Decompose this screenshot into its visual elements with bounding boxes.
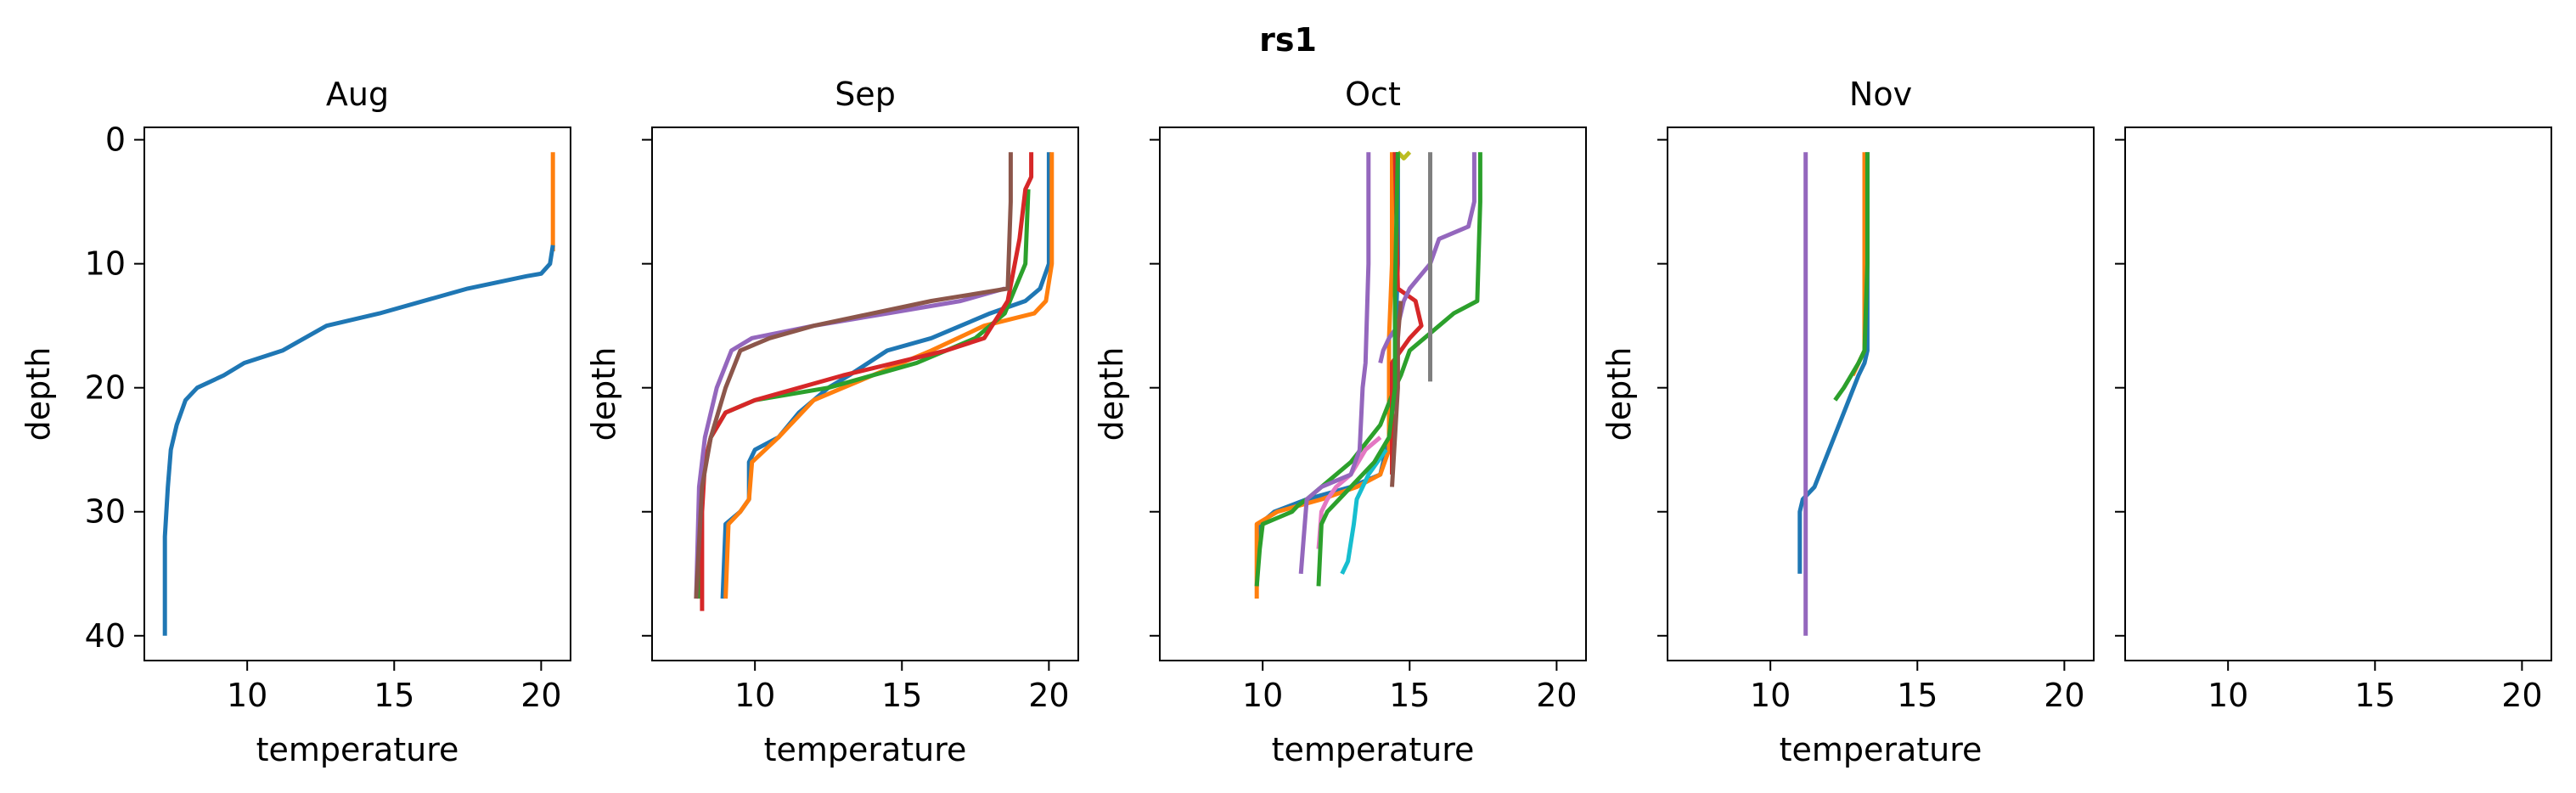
panel-aug: 10 15 20 0 10 20 30 40 Aug temperature depth — [20, 76, 571, 768]
series-line-2 — [723, 152, 1055, 599]
axes-frame — [143, 127, 571, 661]
series-line-6 — [694, 152, 1013, 599]
x-axis-label: temperature — [256, 731, 459, 768]
x-tick-label: 15 — [374, 677, 414, 714]
panel-title: Sep — [835, 76, 896, 113]
series-line-10 — [1340, 448, 1388, 575]
axes-frame — [2124, 127, 2552, 661]
series-line-11 — [1316, 152, 1400, 587]
panel-empty: 10 15 20 — [2115, 127, 2552, 714]
x-tick-label: 15 — [881, 677, 922, 714]
y-tick-label: 20 — [85, 369, 126, 407]
x-tick-label: 10 — [2208, 677, 2248, 714]
x-axis-label: temperature — [764, 731, 967, 768]
series-line-4 — [700, 152, 1034, 611]
axes-frame — [1159, 127, 1587, 661]
y-tick-label: 10 — [85, 245, 126, 283]
series-line-7 — [1316, 436, 1382, 549]
x-axis-label: temperature — [1780, 731, 1983, 768]
panel-title: Nov — [1849, 76, 1912, 113]
series-group — [694, 152, 1055, 611]
x-tick-label: 20 — [1536, 677, 1577, 714]
y-axis-label: depth — [1093, 347, 1130, 441]
x-tick-label: 10 — [1242, 677, 1283, 714]
series-group — [162, 152, 555, 636]
series-line-3 — [696, 188, 1031, 599]
x-tick-label: 10 — [227, 677, 267, 714]
x-axis-label: temperature — [1272, 731, 1475, 768]
x-tick-label: 20 — [2501, 677, 2542, 714]
y-axis-label: depth — [20, 347, 57, 441]
series-line-5 — [694, 286, 1006, 599]
series-line-1 — [720, 152, 1051, 599]
series-group — [1254, 150, 1482, 599]
figure-title: rs1 — [1259, 21, 1317, 59]
x-tick-label: 20 — [520, 677, 561, 714]
series-line-3 — [1254, 152, 1482, 587]
series-line-5 — [1378, 152, 1476, 364]
series-line-1 — [1254, 152, 1400, 587]
x-tick-label: 15 — [1897, 677, 1938, 714]
series-line-12 — [1298, 152, 1371, 574]
x-tick-label: 10 — [734, 677, 775, 714]
x-tick-label: 10 — [1750, 677, 1791, 714]
y-axis-label: depth — [1600, 347, 1638, 441]
y-tick-label: 40 — [85, 617, 126, 655]
axes-frame — [651, 127, 1079, 661]
panel-title: Aug — [326, 76, 389, 113]
panels: 10 15 20 0 10 20 30 40 Aug temperature depth 10 15 20… — [20, 76, 2552, 768]
series-line-6 — [1390, 301, 1403, 487]
x-tick-label: 20 — [2044, 677, 2084, 714]
y-axis-label: depth — [585, 347, 622, 441]
series-line-2 — [162, 245, 555, 636]
series-line-2 — [1254, 152, 1394, 599]
x-tick-label: 15 — [2354, 677, 2395, 714]
y-tick-label: 30 — [85, 493, 126, 531]
panel-sep: 10 15 20 Sep temperature depth — [585, 76, 1079, 768]
panel-oct: 10 15 20 Oct temperature depth — [1093, 76, 1587, 768]
series-group — [1797, 152, 1870, 636]
axes-frame — [1667, 127, 2095, 661]
y-tick-label: 0 — [105, 121, 126, 159]
x-tick-label: 15 — [1389, 677, 1430, 714]
x-tick-label: 20 — [1028, 677, 1069, 714]
panel-nov: 10 15 20 Nov temperature depth — [1600, 76, 2095, 768]
panel-title: Oct — [1345, 76, 1401, 113]
series-line-3 — [1833, 152, 1870, 402]
